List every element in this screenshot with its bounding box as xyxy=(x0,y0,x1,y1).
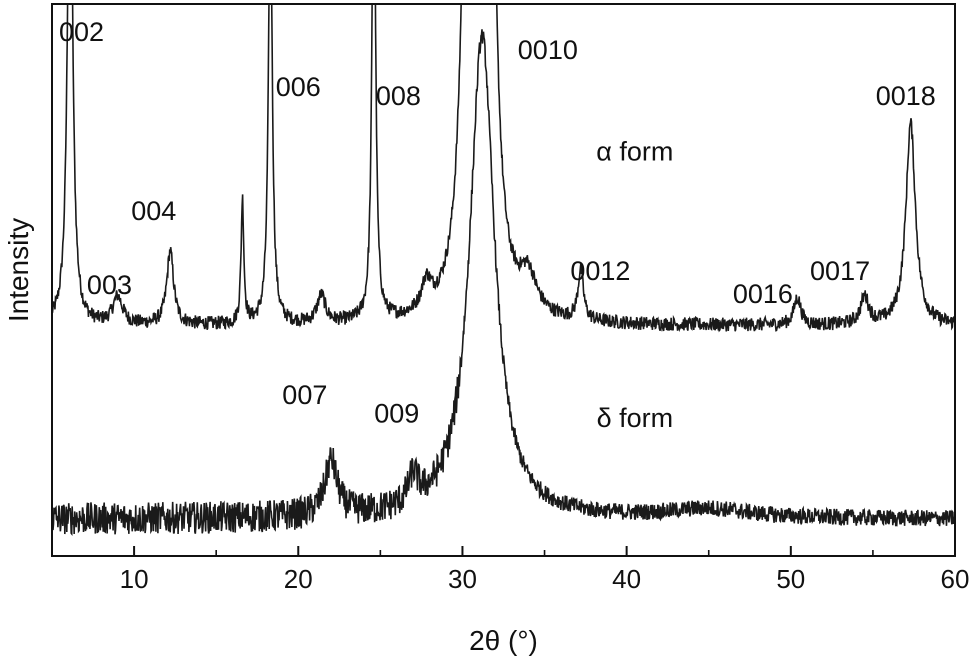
peak-label: 0017 xyxy=(810,256,870,286)
series-line-alpha-form xyxy=(52,4,955,333)
x-axis-title: 2θ (°) xyxy=(469,625,538,656)
peak-label: 0016 xyxy=(733,279,793,309)
peak-label: 002 xyxy=(59,17,104,47)
peak-label: 008 xyxy=(376,81,421,111)
peak-label: 0012 xyxy=(570,256,630,286)
x-tick-label: 20 xyxy=(284,564,313,594)
y-axis-title: Intensity xyxy=(3,218,34,322)
peak-label: 009 xyxy=(374,399,419,429)
annotation-layer: 002 003 004 006 007 008 009 0010 0012 0016 0017 001… xyxy=(59,17,936,433)
series-line-delta-form xyxy=(52,29,955,536)
x-tick-label: 40 xyxy=(612,564,641,594)
peak-label: 007 xyxy=(282,380,327,410)
tick-layer: 10 20 30 40 50 60 xyxy=(51,546,970,594)
peak-label: 006 xyxy=(276,72,321,102)
x-tick-label: 10 xyxy=(120,564,149,594)
peak-label: 003 xyxy=(87,270,132,300)
series-label: δ form xyxy=(597,403,674,433)
x-tick-label: 50 xyxy=(776,564,805,594)
peak-label: 0010 xyxy=(518,35,578,65)
x-tick-label: 60 xyxy=(941,564,970,594)
peak-label: 0018 xyxy=(876,81,936,111)
plot-border xyxy=(51,3,956,557)
plot-frame xyxy=(51,3,956,557)
peak-label: 004 xyxy=(131,196,176,226)
series-layer xyxy=(52,4,955,536)
x-tick-label: 30 xyxy=(448,564,477,594)
series-label: α form xyxy=(596,136,673,166)
